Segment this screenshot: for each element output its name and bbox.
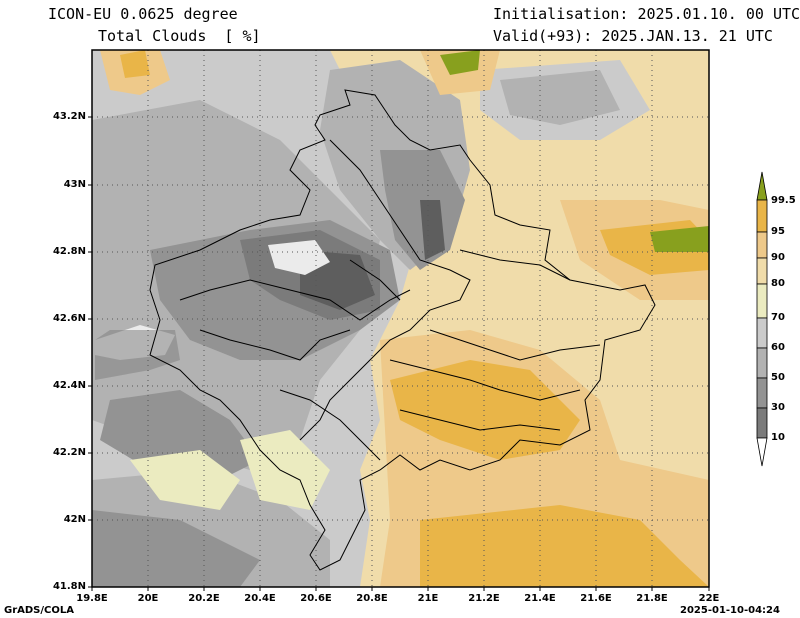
- colorbar-label: 70: [771, 312, 785, 323]
- lon-label: 21.6E: [580, 593, 612, 604]
- lat-label: 43.2N: [52, 111, 86, 122]
- lat-label: 41.8N: [52, 581, 86, 592]
- footer-timestamp: 2025-01-10-04:24: [680, 605, 780, 616]
- valid-time: Valid(+93): 2025.JAN.13. 21 UTC: [493, 27, 773, 45]
- lat-label: 43N: [63, 179, 86, 190]
- lon-label: 21.8E: [636, 593, 668, 604]
- lon-label: 20.2E: [188, 593, 220, 604]
- lon-label: 20E: [137, 593, 159, 604]
- footer-credit: GrADS/COLA: [4, 605, 74, 616]
- lat-label: 42.2N: [52, 447, 86, 458]
- colorbar-label: 30: [771, 402, 785, 413]
- lon-label: 20.8E: [356, 593, 388, 604]
- init-time: Initialisation: 2025.01.10. 00 UTC: [493, 5, 800, 23]
- colorbar-label: 60: [771, 342, 785, 353]
- lat-label: 42.6N: [52, 313, 86, 324]
- colorbar-label: 10: [771, 432, 785, 443]
- lat-label: 42.4N: [52, 380, 86, 391]
- country-borders: [149, 89, 656, 571]
- lon-label: 20.6E: [300, 593, 332, 604]
- lon-label: 21.4E: [524, 593, 556, 604]
- colorbar-label: 80: [771, 278, 785, 289]
- lon-label: 19.8E: [76, 593, 108, 604]
- lon-label: 22E: [698, 593, 720, 604]
- cloud-fill-layer: [92, 50, 709, 587]
- colorbar-label: 99.5: [771, 195, 796, 206]
- lon-label: 20.4E: [244, 593, 276, 604]
- lon-label: 21E: [417, 593, 439, 604]
- model-title: ICON-EU 0.0625 degree: [48, 5, 238, 23]
- lon-label: 21.2E: [468, 593, 500, 604]
- lat-label: 42.8N: [52, 246, 86, 257]
- lat-label: 42N: [63, 514, 86, 525]
- colorbar: [756, 171, 768, 467]
- colorbar-label: 90: [771, 252, 785, 263]
- colorbar-label: 95: [771, 226, 785, 237]
- colorbar-label: 50: [771, 372, 785, 383]
- variable-title: Total Clouds [ %]: [98, 27, 261, 45]
